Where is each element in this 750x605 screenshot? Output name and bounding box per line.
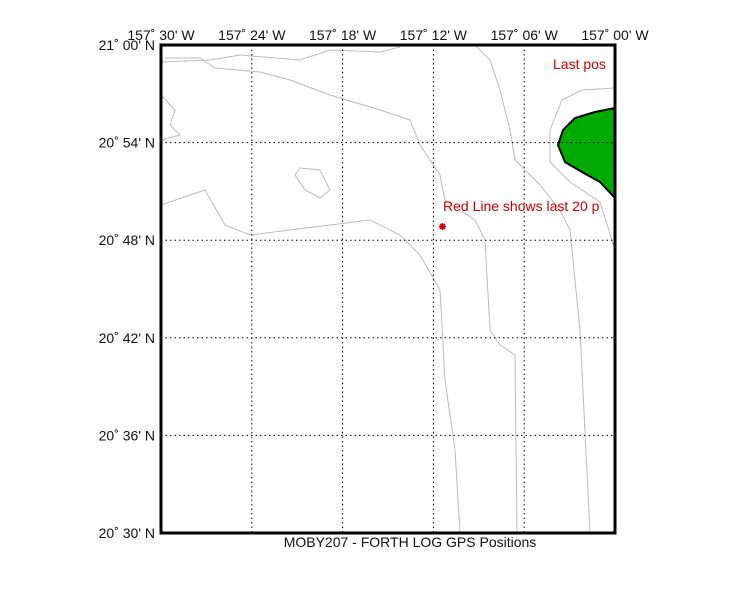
map-frame [159, 43, 617, 535]
x-tick-label: 157˚ 12' W [400, 27, 468, 43]
y-tick-label: 20˚ 42' N [99, 330, 155, 346]
bathymetry-contours [161, 45, 615, 533]
contour [161, 94, 181, 141]
contour [161, 46, 401, 63]
annotation: Red Line shows last 20 p [443, 198, 600, 214]
x-tick-label: 157˚ 18' W [309, 27, 377, 43]
y-tick-label: 20˚ 48' N [99, 232, 155, 248]
x-tick-label: 157˚ 24' W [218, 27, 286, 43]
y-tick-label: 21˚ 00' N [99, 37, 155, 53]
x-tick-label: 157˚ 06' W [491, 27, 559, 43]
x-tick-label: 157˚ 00' W [581, 27, 649, 43]
map-title: MOBY207 - FORTH LOG GPS Positions [284, 534, 537, 550]
y-tick-label: 20˚ 54' N [99, 135, 155, 151]
position-marker [438, 223, 446, 231]
y-tick-label: 20˚ 36' N [99, 427, 155, 443]
x-tick-label: 157˚ 30' W [127, 27, 195, 43]
map-area: Last pos Red Line shows last 20 p [161, 45, 615, 533]
contour [165, 57, 518, 533]
y-tick-label: 20˚ 30' N [99, 525, 155, 541]
contour [294, 167, 331, 199]
contour [474, 45, 591, 533]
contour [549, 87, 615, 251]
land [556, 106, 615, 200]
annotation: Last pos [553, 56, 606, 72]
contour [161, 189, 461, 533]
